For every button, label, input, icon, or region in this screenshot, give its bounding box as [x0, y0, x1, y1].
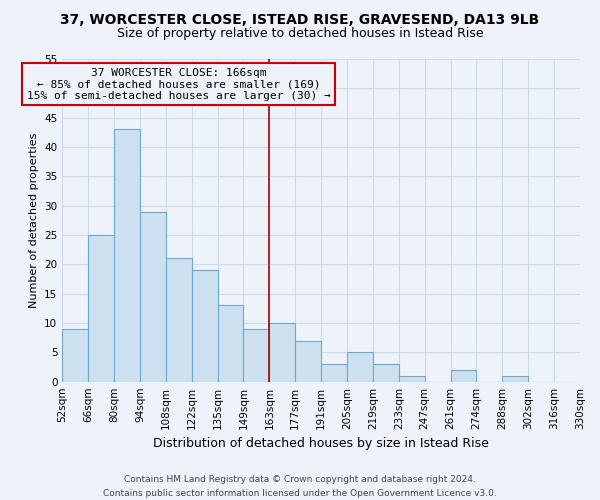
Bar: [347, 352, 373, 382]
Text: 37, WORCESTER CLOSE, ISTEAD RISE, GRAVESEND, DA13 9LB: 37, WORCESTER CLOSE, ISTEAD RISE, GRAVES…: [61, 12, 539, 26]
Bar: [218, 306, 244, 382]
Bar: [451, 370, 476, 382]
Bar: [114, 130, 140, 382]
Bar: [62, 329, 88, 382]
Bar: [399, 376, 425, 382]
Bar: [244, 329, 269, 382]
Bar: [166, 258, 191, 382]
Bar: [140, 212, 166, 382]
Y-axis label: Number of detached properties: Number of detached properties: [29, 132, 38, 308]
Text: 37 WORCESTER CLOSE: 166sqm
← 85% of detached houses are smaller (169)
15% of sem: 37 WORCESTER CLOSE: 166sqm ← 85% of deta…: [27, 68, 331, 101]
Bar: [502, 376, 528, 382]
Bar: [373, 364, 399, 382]
Text: Size of property relative to detached houses in Istead Rise: Size of property relative to detached ho…: [116, 28, 484, 40]
Bar: [88, 235, 114, 382]
Bar: [269, 323, 295, 382]
Bar: [191, 270, 218, 382]
Bar: [295, 340, 321, 382]
Bar: [321, 364, 347, 382]
Text: Contains HM Land Registry data © Crown copyright and database right 2024.
Contai: Contains HM Land Registry data © Crown c…: [103, 476, 497, 498]
X-axis label: Distribution of detached houses by size in Istead Rise: Distribution of detached houses by size …: [153, 437, 489, 450]
